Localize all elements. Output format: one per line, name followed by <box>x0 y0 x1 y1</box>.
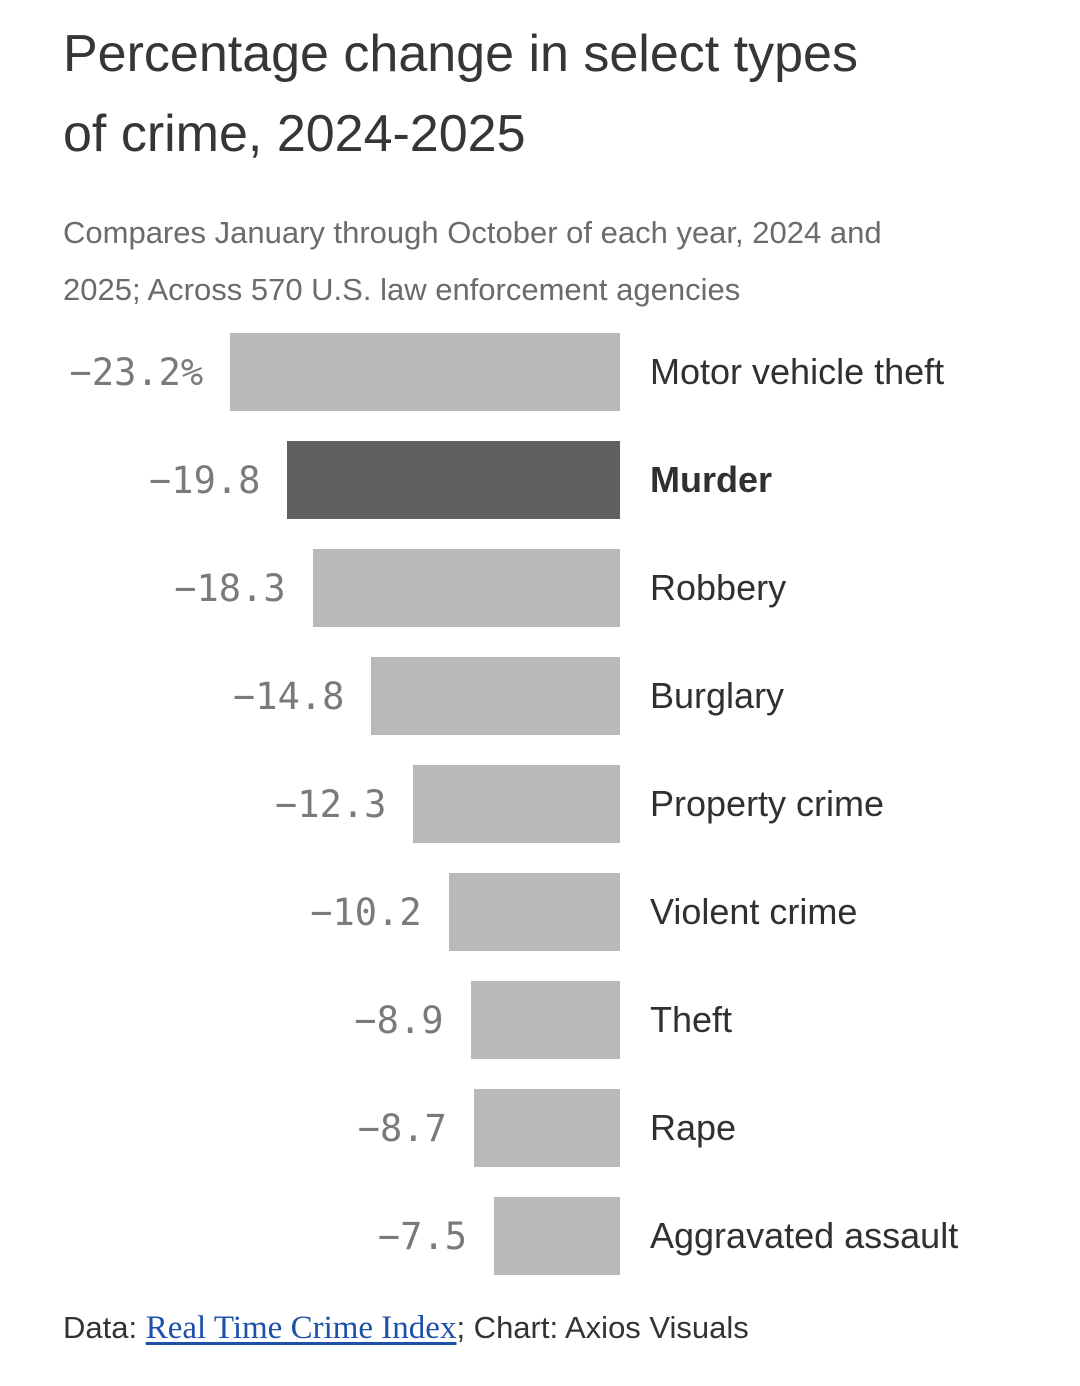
bar-group: −23.2% <box>70 333 620 411</box>
chart-row-aggravated-assault: −7.5 Aggravated assault <box>63 1182 1020 1290</box>
chart-row-burglary: −14.8 Burglary <box>63 642 1020 750</box>
category-label-aggravated-assault: Aggravated assault <box>650 1215 959 1256</box>
category-label-robbery: Robbery <box>650 567 787 608</box>
data-source-link[interactable]: Real Time Crime Index <box>145 1310 457 1346</box>
bar-group: −14.8 <box>233 657 620 735</box>
bar-burglary <box>371 657 620 735</box>
category-label-theft: Theft <box>650 999 733 1040</box>
bar-motor-vehicle-theft <box>230 333 620 411</box>
footer-chart-credit: ; Chart: Axios Visuals <box>456 1310 749 1345</box>
bar-rape <box>473 1089 620 1167</box>
chart-row-robbery: −18.3 Robbery <box>63 534 1020 642</box>
value-label: −7.5 <box>377 1214 467 1258</box>
category-label-murder: Murder <box>650 459 773 500</box>
category-label-motor-vehicle-theft: Motor vehicle theft <box>650 351 945 392</box>
bar-group: −19.8 <box>149 441 620 519</box>
bar-violent-crime <box>448 873 620 951</box>
value-label: −8.9 <box>354 998 444 1042</box>
category-label-violent-crime: Violent crime <box>650 891 858 932</box>
chart-row-murder: −19.8 Murder <box>63 426 1020 534</box>
bar-group: −8.7 <box>358 1089 620 1167</box>
chart-row-theft: −8.9 Theft <box>63 966 1020 1074</box>
chart-row-motor-vehicle-theft: −23.2% Motor vehicle theft <box>63 318 1020 426</box>
bar-group: −8.9 <box>354 981 620 1059</box>
chart-title-line-2: of crime, 2024-2025 <box>63 105 526 163</box>
bar-robbery <box>312 549 620 627</box>
bar-group: −7.5 <box>378 1197 620 1275</box>
bar-property-crime <box>413 765 620 843</box>
page: Percentage change in select types of crim… <box>63 14 1020 1350</box>
value-label: −14.8 <box>233 674 345 718</box>
category-label-property-crime: Property crime <box>650 783 885 824</box>
category-label-burglary: Burglary <box>650 675 785 716</box>
bar-group: −10.2 <box>310 873 620 951</box>
value-label: −23.2% <box>69 350 204 394</box>
chart-subtitle-line-1: Compares January through October of each… <box>63 215 882 250</box>
bar-chart: −23.2% Motor vehicle theft −19.8 Murder … <box>63 318 1020 1290</box>
footer-credit: Data: Real Time Crime Index; Chart: Axio… <box>63 1306 1020 1350</box>
bar-theft <box>470 981 620 1059</box>
chart-row-rape: −8.7 Rape <box>63 1074 1020 1182</box>
bar-group: −12.3 <box>275 765 620 843</box>
bar-aggravated-assault <box>494 1197 620 1275</box>
chart-subtitle-line-2: 2025; Across 570 U.S. law enforcement ag… <box>63 272 741 307</box>
value-label: −8.7 <box>357 1106 447 1150</box>
value-label: −12.3 <box>275 782 387 826</box>
value-label: −18.3 <box>174 566 286 610</box>
category-label-rape: Rape <box>650 1107 737 1148</box>
footer-data-prefix: Data: <box>63 1310 146 1345</box>
chart-title-line-1: Percentage change in select types <box>63 25 858 83</box>
bar-group: −18.3 <box>174 549 620 627</box>
bar-murder <box>287 441 620 519</box>
chart-subtitle: Compares January through October of each… <box>63 204 1020 318</box>
value-label: −19.8 <box>149 458 261 502</box>
chart-title: Percentage change in select types of crim… <box>63 14 1020 174</box>
chart-row-property-crime: −12.3 Property crime <box>63 750 1020 858</box>
value-label: −10.2 <box>310 890 422 934</box>
chart-row-violent-crime: −10.2 Violent crime <box>63 858 1020 966</box>
